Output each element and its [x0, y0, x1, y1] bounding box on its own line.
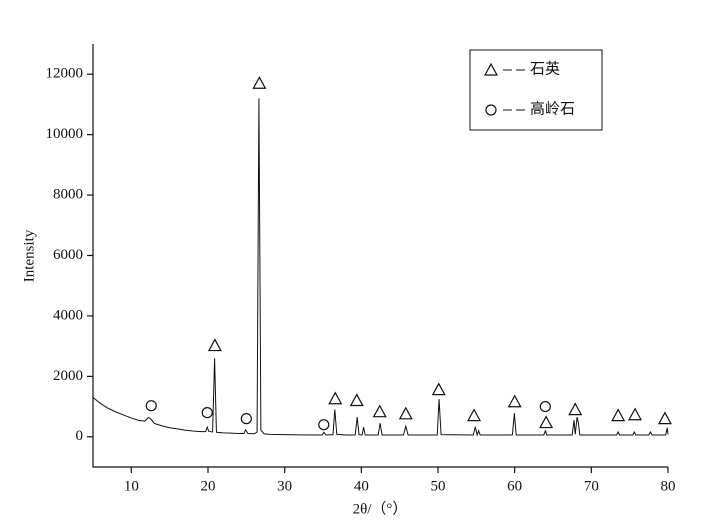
y-tick-label: 8000 — [53, 187, 83, 203]
marker-triangle — [657, 411, 672, 425]
marker-triangle — [611, 408, 626, 422]
x-tick-label: 80 — [661, 478, 676, 494]
legend-label: 石英 — [530, 59, 560, 77]
legend-label: 高岭石 — [530, 100, 575, 117]
x-tick-label: 20 — [201, 478, 216, 494]
marker-triangle — [349, 393, 364, 407]
marker-circle — [240, 413, 252, 425]
legend-box — [469, 49, 603, 131]
x-axis-label: 2θ/（°） — [353, 500, 408, 517]
x-tick-label: 50 — [431, 478, 446, 494]
x-tick-label: 40 — [354, 478, 369, 494]
x-tick-label: 60 — [507, 478, 522, 494]
marker-circle — [201, 407, 213, 419]
marker-triangle — [507, 394, 522, 408]
y-tick-label: 2000 — [53, 368, 83, 384]
marker-triangle — [372, 404, 387, 418]
marker-triangle — [252, 76, 267, 89]
axes — [92, 44, 668, 468]
marker-triangle — [431, 382, 446, 396]
y-axis-label: Intensity — [21, 229, 37, 282]
y-tick-label: 0 — [76, 428, 84, 444]
xrd-pattern — [92, 98, 669, 437]
legend-symbol — [483, 62, 499, 76]
y-tick-label: 6000 — [53, 247, 83, 263]
x-tick-label: 70 — [584, 478, 599, 494]
legend-symbol — [485, 104, 497, 116]
marker-circle — [539, 400, 551, 413]
marker-triangle — [628, 407, 643, 421]
marker-triangle — [467, 408, 482, 422]
marker-triangle — [568, 402, 583, 416]
x-tick-label: 10 — [124, 478, 139, 494]
y-tick-label: 4000 — [53, 307, 83, 323]
y-tick-label: 10000 — [46, 126, 84, 142]
marker-triangle — [328, 391, 343, 405]
y-tick-label: 12000 — [46, 66, 84, 82]
marker-triangle — [539, 415, 554, 429]
marker-circle — [145, 400, 157, 412]
marker-circle — [318, 419, 330, 431]
x-tick-label: 30 — [277, 478, 292, 494]
marker-triangle — [398, 406, 413, 420]
marker-triangle — [207, 338, 222, 352]
